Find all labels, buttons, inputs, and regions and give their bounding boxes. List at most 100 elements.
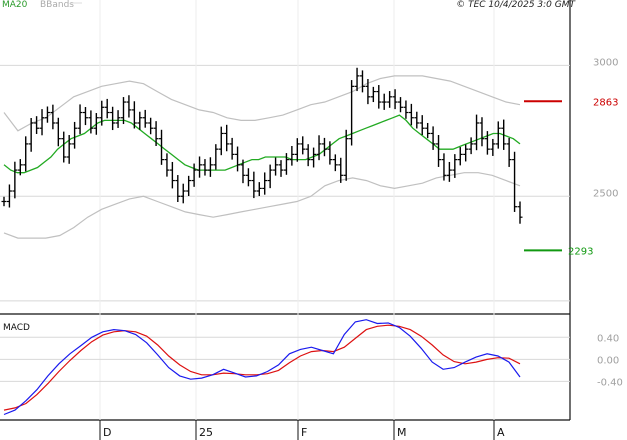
ma20-line (3, 114, 521, 174)
price-bar (267, 164, 273, 189)
price-bar (403, 100, 409, 119)
price-bar (387, 91, 393, 108)
bb-lower-line (3, 172, 521, 239)
price-bar (77, 104, 83, 135)
price-bar (202, 159, 208, 176)
price-bar (180, 183, 186, 204)
price-bar (159, 129, 165, 165)
price-bar (245, 168, 251, 187)
price-bar (110, 106, 116, 131)
price-bar (61, 131, 67, 163)
price-bar (235, 146, 241, 172)
bollinger-bands (3, 75, 521, 239)
price-bar (490, 138, 496, 156)
price-bar (39, 109, 45, 136)
ma20-line-group (3, 114, 521, 174)
price-bar (311, 147, 317, 168)
price-bar (338, 157, 344, 183)
price-bar (457, 147, 463, 166)
x-tick-label: M (397, 426, 407, 439)
price-bar (414, 111, 420, 129)
price-bar (50, 104, 56, 130)
price-bar (104, 98, 110, 119)
price-bar (327, 141, 333, 165)
price-bar (392, 89, 398, 110)
price-bar (82, 107, 88, 126)
price-bar (126, 95, 132, 118)
price-bar (251, 171, 257, 199)
price-bar (153, 121, 159, 147)
price-bar (93, 113, 99, 135)
price-bar (34, 116, 40, 134)
price-bar (213, 144, 219, 170)
y-tick-label: 3000 (593, 57, 618, 68)
price-bar (436, 135, 442, 167)
price-bar (343, 129, 349, 181)
axis-labels: 3000 2500 D 25 F M A 0.40 0.00 -0.40 (99, 57, 623, 440)
price-bar (218, 126, 224, 156)
price-bar (240, 159, 246, 184)
price-bar (120, 97, 126, 125)
price-bar (17, 159, 23, 176)
bbands-legend-label: BBands (40, 0, 74, 10)
price-bar (359, 70, 365, 93)
price-bar (300, 136, 306, 155)
price-bar (224, 124, 230, 152)
price-bars (1, 67, 523, 224)
macd-line (3, 319, 521, 416)
price-bar (256, 182, 262, 196)
signal-line (3, 324, 521, 411)
x-tick-label: D (103, 426, 111, 439)
price-bar (289, 146, 295, 166)
price-bar (72, 121, 78, 149)
price-bar (349, 80, 355, 146)
price-bar (23, 136, 29, 172)
price-bar (283, 153, 289, 175)
price-bar (115, 110, 121, 128)
support-label: 2293 (568, 246, 593, 257)
price-bar (419, 115, 425, 136)
price-bar (191, 163, 197, 187)
resistance-label: 2863 (593, 97, 618, 108)
price-bar (321, 137, 327, 157)
price-bar (262, 172, 268, 195)
price-bar (12, 161, 18, 199)
price-bar (99, 100, 105, 126)
price-bar (506, 137, 512, 167)
macd-lines (3, 319, 521, 416)
copyright-text: © TEC 10/4/2025 3:0 GMT (456, 0, 575, 10)
price-bar (66, 135, 72, 164)
price-bar (88, 110, 94, 134)
price-bar (6, 184, 12, 208)
price-bar (479, 117, 485, 147)
x-tick-label: F (301, 426, 307, 439)
price-bar (137, 111, 143, 130)
price-bar (305, 144, 311, 167)
price-bar (398, 97, 404, 113)
price-bar (207, 157, 213, 177)
price-bar (468, 137, 474, 155)
price-bar (316, 135, 322, 161)
price-bar (55, 117, 61, 147)
price-bar (441, 153, 447, 181)
price-bar (332, 154, 338, 172)
price-bar (370, 86, 376, 103)
price-bar (169, 161, 175, 189)
macd-panel-label: MACD (3, 323, 30, 333)
price-bar (142, 109, 148, 128)
price-bar (365, 79, 371, 105)
price-bar (376, 85, 382, 109)
price-bar (44, 106, 50, 123)
price-bar (484, 131, 490, 155)
price-bar (229, 137, 235, 160)
price-bar (463, 144, 469, 162)
macd-tick-label: 0.00 (597, 355, 619, 366)
price-bar (1, 196, 7, 207)
price-bar (148, 117, 154, 135)
ma20-legend-label: MA20 (2, 0, 28, 10)
price-bar (273, 157, 279, 176)
price-bar (495, 121, 501, 149)
y-tick-label: 2500 (593, 188, 618, 199)
price-bar (452, 154, 458, 178)
